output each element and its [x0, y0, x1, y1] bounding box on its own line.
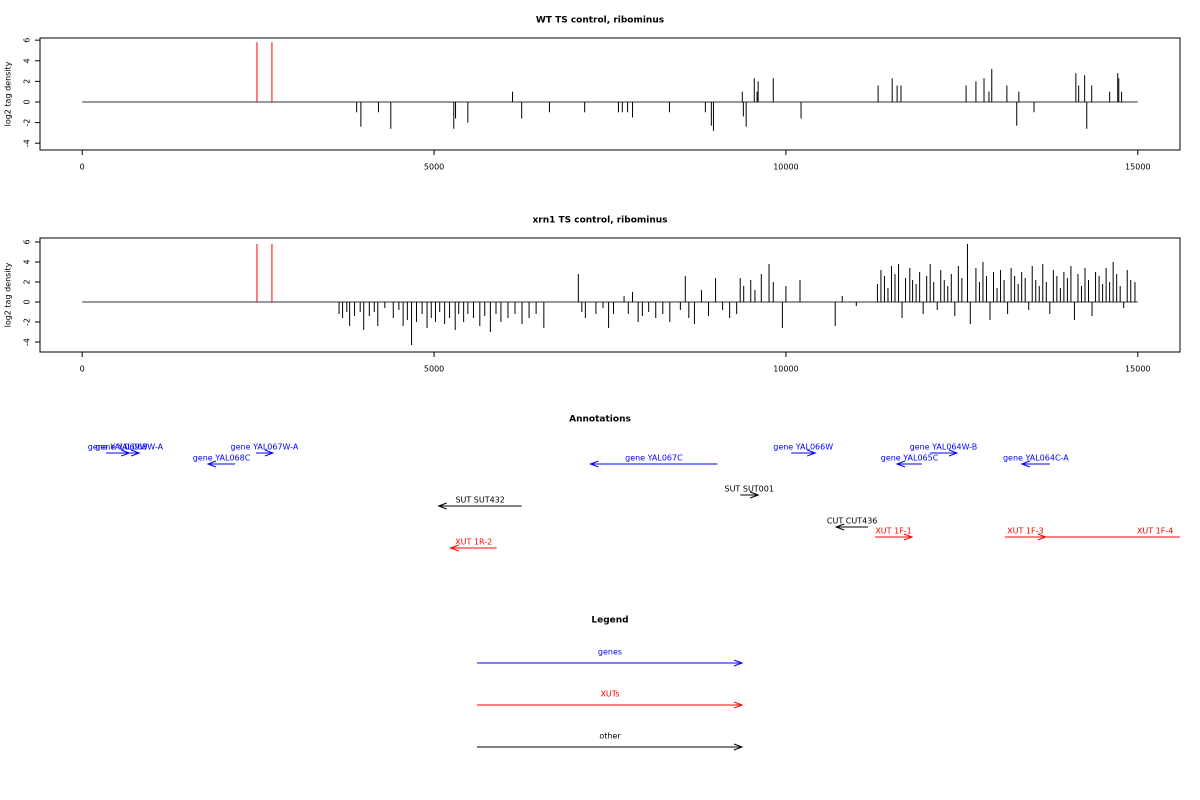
feature-label: gene YAL069W [88, 443, 148, 452]
legend-arrow-head [733, 659, 744, 667]
feature-arrow-head [948, 449, 959, 457]
y-tick-label: 0 [23, 299, 32, 304]
x-tick-label: 5000 [424, 163, 444, 172]
feature-label: gene YAL064W-B [910, 443, 978, 452]
y-tick-label: -4 [23, 139, 32, 147]
plot-frame [39, 37, 1181, 151]
feature-arrow-head [895, 460, 906, 468]
feature-label: gene YAL067C [625, 454, 683, 463]
feature-label: CUT CUT436 [827, 517, 877, 526]
x-tick-label: 10000 [773, 365, 798, 374]
feature-arrow-head [206, 460, 217, 468]
feature-label: gene YAL066W [773, 443, 833, 452]
feature-arrow-head [264, 449, 275, 457]
feature-label: gene YAL068C [193, 454, 251, 463]
y-tick-label: 2 [23, 79, 32, 84]
feature-arrow-head [589, 460, 599, 468]
x-tick-label: 15000 [1125, 365, 1150, 374]
feature-arrow-head [130, 449, 141, 457]
x-tick-label: 10000 [773, 163, 798, 172]
y-tick-label: -4 [23, 338, 32, 346]
feature-label: gene YAL065C [881, 454, 939, 463]
feature-arrow-head [437, 502, 447, 510]
y-tick-label: 2 [23, 279, 32, 284]
legend-title: Legend [591, 616, 628, 626]
feature-arrow-head [834, 523, 845, 531]
y-tick-label: 6 [23, 38, 32, 43]
x-tick-label: 0 [80, 163, 85, 172]
feature-label: XUT 1F-1 [875, 527, 911, 536]
panel-title: WT TS control, ribominus [536, 16, 664, 26]
legend-label: XUTs [600, 690, 619, 699]
y-axis-label: log2 tag density [4, 61, 13, 126]
plot-frame [39, 237, 1181, 353]
y-tick-label: -2 [23, 318, 32, 326]
y-tick-label: 4 [23, 58, 32, 63]
annotations-title: Annotations [569, 415, 631, 425]
y-tick-label: -2 [23, 119, 32, 127]
y-tick-label: 4 [23, 259, 32, 264]
x-tick-label: 5000 [424, 365, 444, 374]
feature-arrow-head [1020, 460, 1031, 468]
feature-label: XUT 1F-4 [1137, 527, 1173, 536]
feature-label: gene YAL064C-A [1003, 454, 1069, 463]
feature-label: SUT SUT432 [455, 496, 504, 505]
feature-label: gene YAL067W-A [231, 443, 299, 452]
legend-arrow-head [733, 743, 744, 751]
x-tick-label: 15000 [1125, 163, 1150, 172]
feature-arrow-head [449, 544, 459, 552]
feature-arrow-head [750, 491, 760, 499]
feature-label: gene YAL068W-A [95, 443, 163, 452]
feature-label: XUT 1R-2 [455, 538, 492, 547]
feature-label: XUT 1F-3 [1007, 527, 1043, 536]
feature-arrow-head [903, 533, 914, 541]
feature-label: SUT SUT001 [725, 485, 774, 494]
y-tick-label: 0 [23, 99, 32, 104]
legend-label: genes [598, 648, 622, 657]
legend-arrow-head [733, 701, 744, 709]
feature-arrow-head [807, 449, 817, 457]
panel-title: xrn1 TS control, ribominus [532, 216, 667, 226]
y-axis-label: log2 tag density [4, 262, 13, 327]
y-tick-label: 6 [23, 239, 32, 244]
legend-label: other [599, 732, 621, 741]
x-tick-label: 0 [80, 365, 85, 374]
